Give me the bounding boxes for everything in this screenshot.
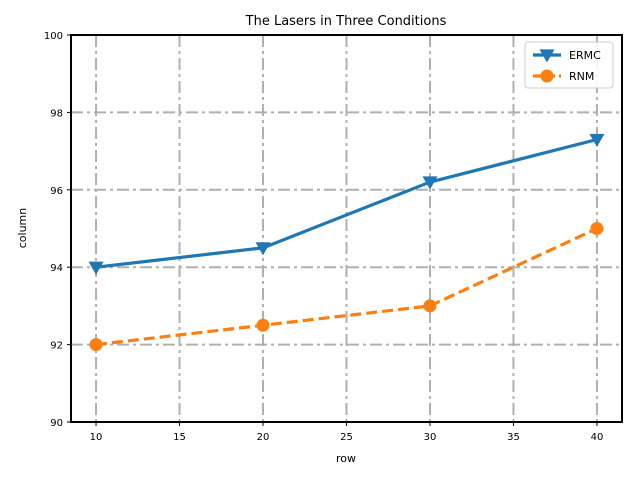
y-tick-label: 100 bbox=[44, 31, 63, 42]
series-ermc bbox=[88, 133, 605, 275]
y-tick-label: 96 bbox=[50, 186, 63, 197]
data-point-rnm bbox=[590, 222, 604, 235]
y-tick-label: 92 bbox=[50, 341, 63, 352]
y-tick-label: 90 bbox=[50, 418, 63, 429]
x-axis-label: row bbox=[336, 452, 356, 465]
y-axis-label: column bbox=[16, 208, 29, 249]
legend: ERMC RNM bbox=[524, 41, 614, 89]
x-tick-label: 40 bbox=[591, 432, 604, 443]
data-point-ermc bbox=[255, 242, 271, 256]
legend-marker-ermc bbox=[539, 49, 555, 63]
legend-marker-rnm bbox=[540, 69, 554, 83]
series-line-ermc bbox=[95, 137, 598, 269]
x-tick-label: 30 bbox=[424, 432, 437, 443]
x-tick-label: 15 bbox=[173, 432, 186, 443]
data-point-rnm bbox=[256, 318, 270, 332]
data-point-ermc bbox=[422, 176, 438, 190]
chart-title: The Lasers in Three Conditions bbox=[245, 14, 447, 29]
series-layer bbox=[88, 133, 605, 352]
x-tick-label: 10 bbox=[90, 432, 103, 443]
data-point-ermc bbox=[589, 133, 605, 147]
grid bbox=[71, 34, 622, 423]
series-line-rnm bbox=[95, 227, 598, 347]
data-point-rnm bbox=[89, 338, 103, 352]
data-point-rnm bbox=[423, 299, 437, 313]
series-rnm bbox=[89, 222, 604, 352]
axis-ticks: 10 15 20 25 30 35 40 90 92 94 96 98 100 bbox=[44, 31, 603, 443]
y-tick-label: 98 bbox=[50, 108, 63, 119]
data-point-ermc bbox=[88, 261, 104, 275]
x-tick-label: 20 bbox=[257, 432, 270, 443]
legend-label-ermc: ERMC bbox=[569, 49, 601, 62]
y-tick-label: 94 bbox=[50, 263, 63, 274]
x-tick-label: 25 bbox=[340, 432, 353, 443]
legend-label-rnm: RNM bbox=[569, 70, 594, 83]
x-tick-label: 35 bbox=[507, 432, 520, 443]
